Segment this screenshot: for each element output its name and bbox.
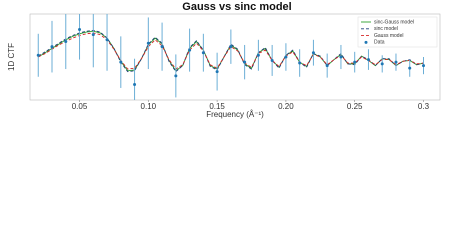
data-point — [311, 51, 315, 55]
data-point — [105, 38, 109, 42]
legend-marker — [364, 40, 368, 44]
chart: Gauss vs sinc model Frequency (Å⁻¹) 1D C… — [7, 1, 441, 119]
legend-label: Gauss model — [374, 33, 403, 39]
data-point — [201, 51, 205, 55]
data-point — [284, 55, 288, 59]
data-point — [119, 60, 123, 64]
x-axis-label: Frequency (Å⁻¹) — [206, 110, 264, 119]
data-point — [325, 64, 329, 68]
data-point — [133, 83, 137, 87]
data-point — [174, 74, 178, 78]
data-point — [353, 60, 357, 64]
legend-label: Data — [374, 40, 385, 46]
data-point — [50, 45, 54, 49]
data-point — [256, 53, 260, 57]
data-point — [380, 62, 384, 66]
data-point — [408, 66, 412, 70]
data-point — [339, 55, 343, 59]
x-tick-label: 0.20 — [278, 102, 294, 111]
data-point — [421, 64, 425, 68]
data-point — [270, 58, 274, 62]
data-point — [78, 27, 82, 31]
data-point — [394, 60, 398, 64]
data-point — [243, 60, 247, 64]
x-tick-label: 0.05 — [72, 102, 88, 111]
plot-area — [36, 14, 425, 100]
data-point — [188, 48, 192, 52]
x-tick-label: 0.25 — [347, 102, 363, 111]
legend-label: sinc-Gauss model — [374, 19, 414, 25]
legend-box — [357, 16, 438, 48]
chart-title: Gauss vs sinc model — [182, 1, 291, 13]
data-point — [160, 45, 164, 49]
data-point — [91, 33, 95, 37]
x-tick-label: 0.10 — [141, 102, 157, 111]
data-point — [366, 58, 370, 62]
data-point — [146, 41, 150, 45]
legend-label: sinc model — [374, 26, 398, 32]
x-tick-label: 0.3 — [418, 102, 430, 111]
data-point — [64, 40, 68, 44]
model-line — [38, 32, 424, 70]
data-point — [36, 53, 40, 57]
plot-frame — [29, 13, 441, 101]
y-axis-label: 1D CTF — [7, 43, 16, 71]
x-tick-label: 0.15 — [209, 102, 225, 111]
model-line — [38, 29, 424, 73]
data-point — [298, 61, 302, 65]
data-point — [215, 70, 219, 74]
data-point — [229, 45, 233, 49]
